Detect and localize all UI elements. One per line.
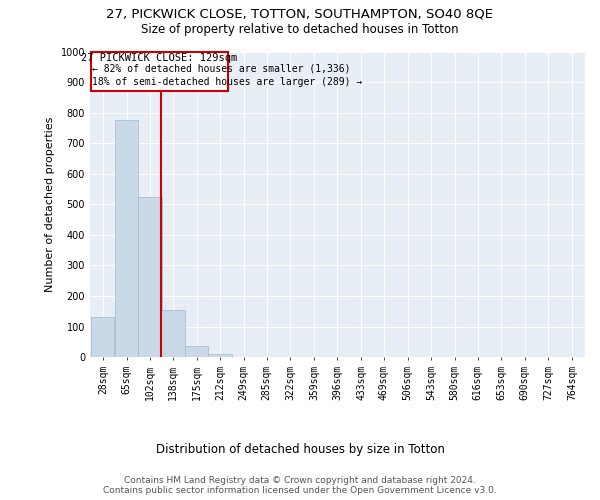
Text: 27 PICKWICK CLOSE: 129sqm: 27 PICKWICK CLOSE: 129sqm [81, 52, 238, 62]
Bar [139, 196, 161, 357]
Bar [91, 318, 115, 357]
Bar [161, 310, 185, 357]
FancyBboxPatch shape [91, 52, 228, 90]
Y-axis label: Number of detached properties: Number of detached properties [45, 116, 55, 292]
Bar [208, 354, 232, 357]
Text: 27, PICKWICK CLOSE, TOTTON, SOUTHAMPTON, SO40 8QE: 27, PICKWICK CLOSE, TOTTON, SOUTHAMPTON,… [107, 8, 493, 20]
Text: Distribution of detached houses by size in Totton: Distribution of detached houses by size … [155, 442, 445, 456]
Bar [115, 120, 138, 357]
Text: 18% of semi-detached houses are larger (289) →: 18% of semi-detached houses are larger (… [92, 76, 363, 86]
Bar [185, 346, 208, 357]
Text: Size of property relative to detached houses in Totton: Size of property relative to detached ho… [141, 22, 459, 36]
Text: ← 82% of detached houses are smaller (1,336): ← 82% of detached houses are smaller (1,… [92, 64, 351, 74]
Text: Contains HM Land Registry data © Crown copyright and database right 2024.
Contai: Contains HM Land Registry data © Crown c… [103, 476, 497, 495]
